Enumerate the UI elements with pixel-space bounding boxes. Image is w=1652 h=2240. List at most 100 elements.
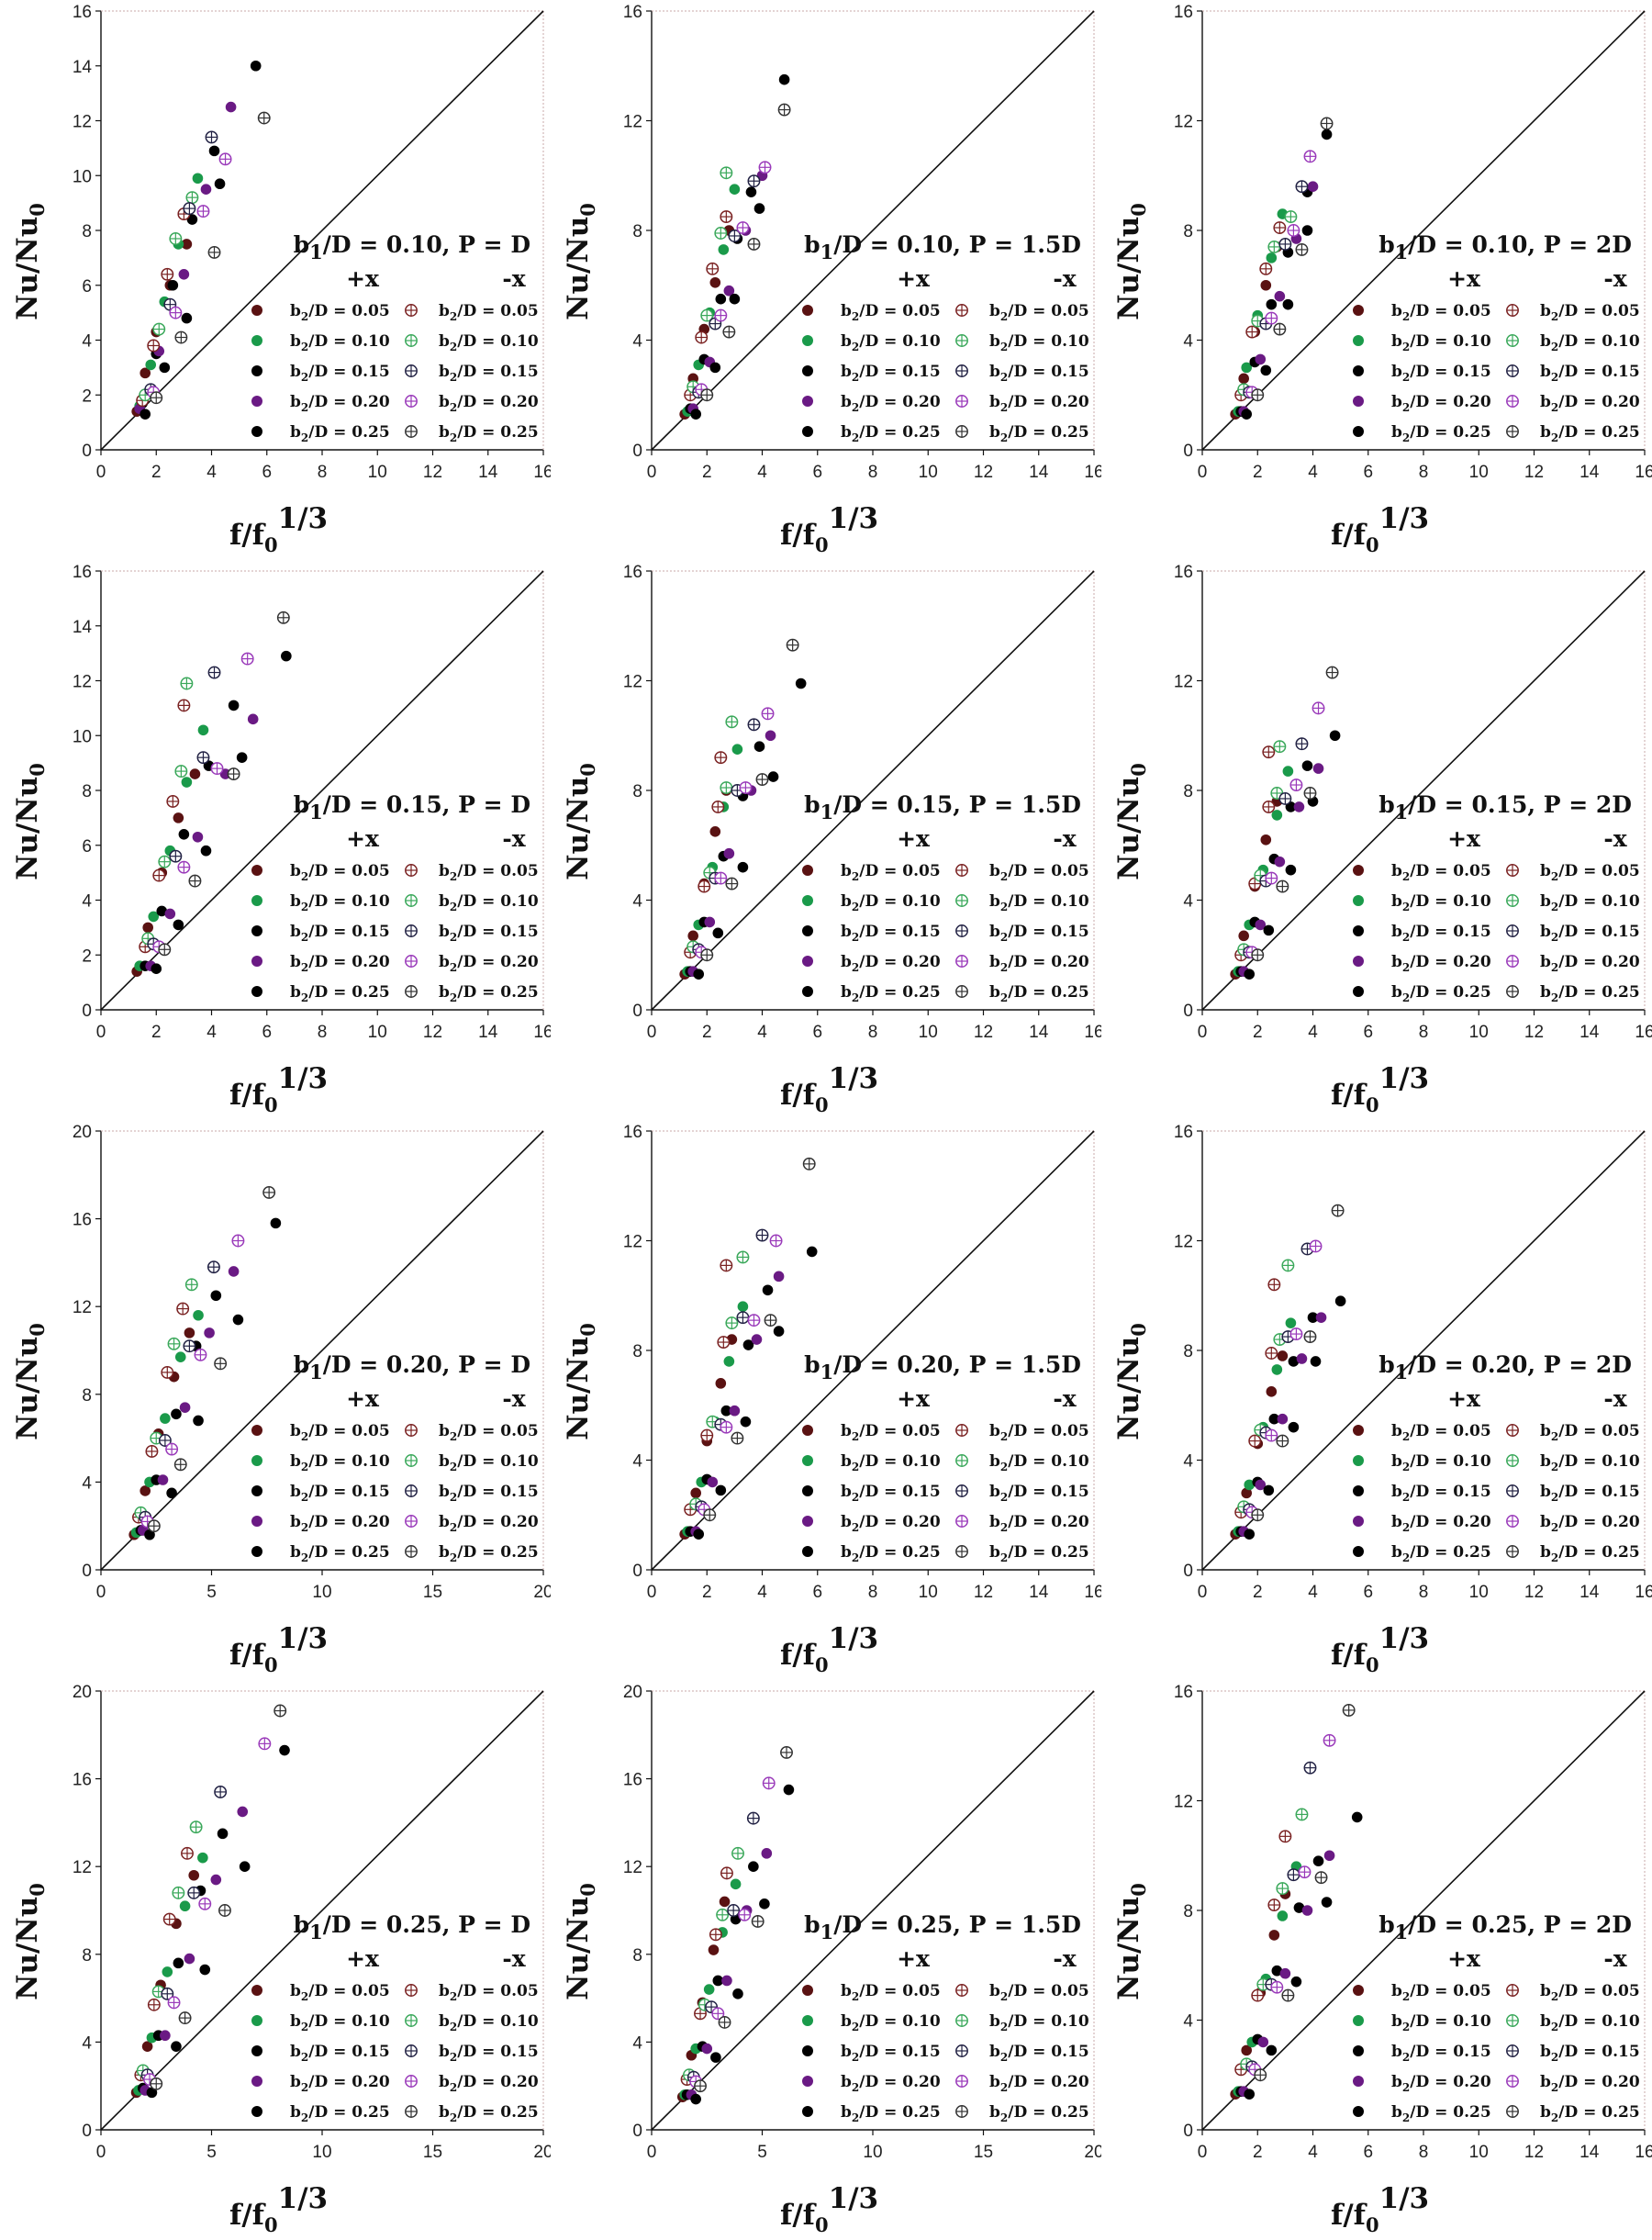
x-tick-label: 4 (757, 1583, 767, 1602)
data-point (729, 184, 741, 195)
x-tick-label: 2 (702, 1023, 712, 1042)
y-tick-label: 4 (632, 1452, 642, 1472)
x-tick-label: 12 (974, 1583, 993, 1602)
legend-marker-plus-2 (1353, 1455, 1364, 1466)
legend-label-plus-2: b2/D = 0.10 (841, 332, 941, 353)
legend-label-minus-4: b2/D = 0.20 (989, 393, 1089, 414)
data-point (1301, 1905, 1313, 1916)
x-tick-label: 10 (1469, 463, 1489, 482)
minus-x-header: -x (1603, 1945, 1627, 1972)
legend-label-plus-2: b2/D = 0.10 (1391, 1452, 1491, 1473)
legend-marker-plus-5 (251, 2106, 262, 2117)
data-point (166, 1487, 177, 1499)
chart-panel-4: 0 2 4 6 8 10 12 14 16 0 2 4 6 8 10 12 14 16 f/f01/3 Nu/Nu0 b… (0, 560, 551, 1120)
legend-label-plus-5: b2/D = 0.25 (290, 423, 390, 444)
y-axis-label: Nu/Nu0 (1112, 1323, 1150, 1440)
legend-label-minus-5: b2/D = 0.25 (989, 423, 1089, 444)
minus-x-header: -x (1603, 1385, 1627, 1412)
data-point (1277, 1910, 1289, 1921)
series-4 (686, 1848, 773, 2100)
legend-label-minus-5: b2/D = 0.25 (439, 423, 539, 444)
y-tick-label: 4 (82, 2033, 92, 2053)
data-point (1260, 279, 1272, 291)
x-axis-label: f/f01/3 (1331, 1062, 1429, 1116)
data-point (197, 1852, 208, 1864)
plus-x-header: +x (897, 1385, 931, 1412)
legend-marker-plus-1 (251, 305, 262, 316)
legend-marker-plus-5 (251, 1546, 262, 1557)
data-point (171, 1408, 182, 1420)
series-7 (134, 1278, 198, 1519)
data-point (710, 2052, 721, 2063)
legend-marker-plus-3 (251, 365, 262, 376)
y-tick-label: 8 (632, 1946, 642, 1966)
data-point (704, 916, 716, 928)
data-point (178, 829, 190, 840)
data-point (1310, 1356, 1322, 1367)
data-point (720, 1405, 732, 1417)
data-point (751, 1334, 763, 1345)
x-tick-label: 6 (812, 463, 822, 482)
plus-x-header: +x (346, 1385, 380, 1412)
data-point (1238, 373, 1249, 385)
x-tick-label: 0 (96, 1583, 106, 1602)
data-point (748, 1861, 759, 1872)
y-tick-label: 12 (1174, 1233, 1193, 1252)
legend-label-minus-5: b2/D = 0.25 (1540, 423, 1640, 444)
data-point (1293, 801, 1305, 812)
chart-panel-8: 0 2 4 6 8 10 12 14 16 0 4 8 12 16 f/f01/3 Nu/Nu0 b1/D = … (551, 1120, 1101, 1680)
legend-label-plus-5: b2/D = 0.25 (290, 2103, 390, 2124)
reference-line (651, 1690, 1095, 2131)
data-point (1329, 730, 1341, 742)
data-point (1315, 1312, 1327, 1323)
x-tick-label: 16 (533, 463, 551, 482)
data-point (141, 2041, 153, 2052)
legend-label-plus-2: b2/D = 0.10 (841, 1452, 941, 1473)
y-tick-label: 4 (82, 1473, 92, 1493)
data-point (140, 1485, 151, 1496)
legend-label-minus-4: b2/D = 0.20 (439, 1513, 539, 1534)
y-tick-label: 4 (82, 892, 92, 912)
data-point (1312, 763, 1324, 774)
legend-label-plus-4: b2/D = 0.20 (841, 393, 941, 414)
legend-label-minus-5: b2/D = 0.25 (989, 1543, 1089, 1564)
legend-label-plus-3: b2/D = 0.15 (841, 2043, 941, 2064)
data-point (737, 1301, 749, 1312)
series-6 (134, 1846, 194, 2082)
legend-marker-plus-2 (251, 2015, 262, 2026)
x-axis-label: f/f01/3 (229, 1062, 328, 1116)
legend-marker-plus-3 (1353, 1485, 1364, 1496)
data-point (690, 2093, 701, 2105)
legend-marker-plus-2 (251, 335, 262, 346)
data-point (1257, 2036, 1269, 2048)
data-point (730, 1878, 742, 1890)
data-point (279, 1744, 290, 1756)
data-point (1282, 766, 1294, 777)
series-10 (150, 1704, 287, 2090)
y-axis-label: Nu/Nu0 (562, 763, 599, 880)
chart-panel-3: 0 2 4 6 8 10 12 14 16 0 4 8 12 16 f/f01/3 Nu/Nu0 b1/D = … (1101, 0, 1652, 560)
x-tick-label: 16 (533, 1023, 551, 1042)
legend-label-minus-4: b2/D = 0.20 (989, 1513, 1089, 1534)
data-point (160, 2030, 171, 2042)
minus-x-header: -x (1603, 265, 1627, 292)
y-axis-label: Nu/Nu0 (562, 1883, 599, 2000)
y-tick-label: 4 (632, 2033, 642, 2053)
legend-marker-plus-4 (802, 396, 813, 407)
chart-panel-12: 0 2 4 6 8 10 12 14 16 0 4 8 12 16 f/f01/3 Nu/Nu0 b1/D = … (1101, 1680, 1652, 2240)
x-tick-label: 10 (1469, 1023, 1489, 1042)
legend-marker-plus-1 (802, 1425, 813, 1436)
x-axis-label: f/f01/3 (229, 2182, 328, 2236)
series-8 (686, 1811, 760, 2084)
x-tick-label: 14 (1029, 1583, 1049, 1602)
legend-label-minus-1: b2/D = 0.05 (989, 1982, 1089, 2003)
data-point (719, 1896, 731, 1908)
legend-label-minus-3: b2/D = 0.15 (989, 2043, 1089, 2064)
x-tick-label: 16 (1635, 1583, 1652, 1602)
data-point (783, 1784, 795, 1796)
data-point (1321, 129, 1333, 140)
data-point (732, 1988, 743, 1999)
series-5 (690, 73, 790, 420)
x-tick-label: 10 (863, 2143, 882, 2162)
